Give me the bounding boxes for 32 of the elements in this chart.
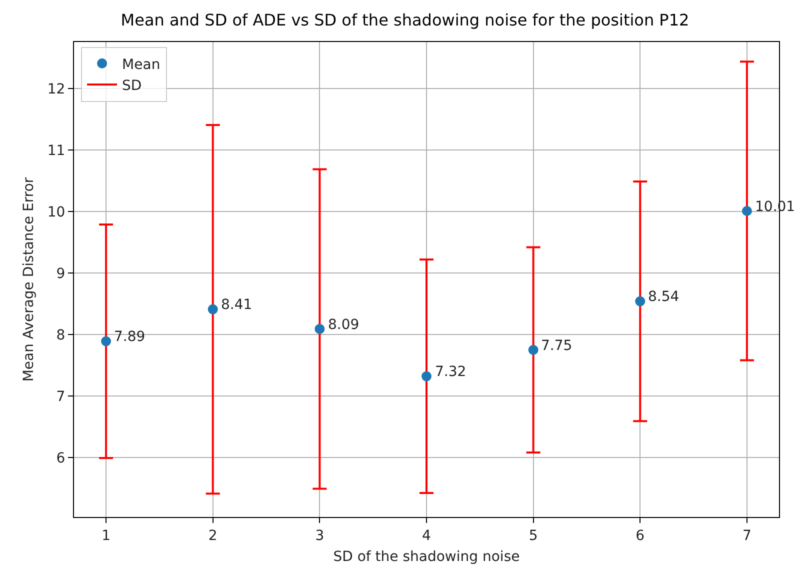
y-axis-title: Mean Average Distance Error	[20, 177, 37, 382]
point	[635, 296, 646, 306]
data-label: 8.41	[221, 297, 252, 313]
point	[742, 206, 752, 216]
data-label: 7.75	[541, 338, 572, 354]
y-tick-label: 6	[56, 450, 66, 466]
x-tick-label: 5	[528, 528, 538, 544]
point	[314, 324, 325, 334]
data-label: 8.09	[328, 317, 360, 333]
point	[101, 336, 112, 346]
y-tick-label: 8	[56, 327, 66, 344]
x-tick-label: 7	[742, 528, 752, 544]
y-tick-label: 12	[47, 82, 66, 98]
annotation: SD	[122, 78, 142, 94]
y-tick-label: 7	[56, 388, 66, 405]
y-tick-label: 10	[47, 204, 66, 220]
point	[528, 344, 538, 355]
point	[208, 304, 218, 314]
data-label: 7.89	[114, 329, 146, 345]
y-tick-label: 9	[56, 266, 66, 282]
data-label: 7.32	[435, 364, 466, 380]
legend-label: Mean	[122, 56, 160, 73]
x-tick-label: 6	[636, 528, 645, 544]
point	[422, 371, 432, 382]
x-tick-label: 2	[208, 528, 218, 544]
x-tick-label: 3	[315, 528, 324, 544]
x-tick-label: 4	[422, 528, 432, 544]
data-label: 8.54	[648, 289, 680, 305]
y-tick-label: 11	[47, 143, 66, 160]
x-tick-label: 1	[102, 528, 111, 544]
chart-title: Mean and SD of ADE vs SD of the shadowing noise for the position P12	[120, 10, 690, 30]
x-axis-title: SD of the shadowing noise	[333, 549, 520, 566]
